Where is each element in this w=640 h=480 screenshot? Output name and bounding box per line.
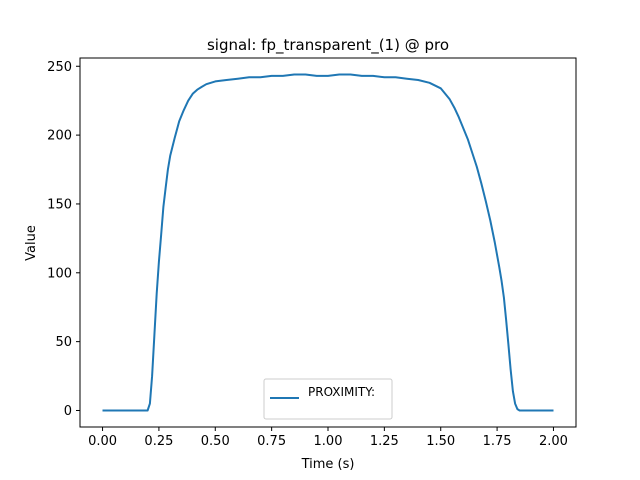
y-tick-label: 50 <box>55 335 72 350</box>
plot-area: 0.00 0.25 0.50 0.75 1.00 1.25 1.50 1.75 2.00 0 50 1… <box>47 57 577 449</box>
series-line-proximity <box>102 73 554 412</box>
y-tick-label: 150 <box>47 197 72 212</box>
legend: PROXIMITY: <box>263 378 393 420</box>
y-axis-label: Value <box>24 225 39 261</box>
x-tick-label: 0.25 <box>144 434 173 449</box>
x-tick-label: 0.50 <box>201 434 230 449</box>
x-tick-label: 0.75 <box>257 434 286 449</box>
x-tick-label: 2.00 <box>539 434 568 449</box>
legend-frame <box>263 378 393 420</box>
chart-title: signal: fp_transparent_(1) @ pro <box>207 36 449 55</box>
x-tick-label: 1.25 <box>370 434 399 449</box>
x-tick-label: 1.00 <box>314 434 343 449</box>
y-tick-label: 250 <box>47 60 72 75</box>
x-tick-label: 0.00 <box>88 434 117 449</box>
x-tick-label: 1.50 <box>426 434 455 449</box>
y-tick-label: 200 <box>47 129 72 144</box>
axes-frame <box>79 57 577 428</box>
x-tick-label: 1.75 <box>483 434 512 449</box>
y-tick-label: 100 <box>47 266 72 281</box>
y-tick-label: 0 <box>64 404 72 419</box>
legend-label-proximity: PROXIMITY: <box>308 385 375 399</box>
x-axis-label: Time (s) <box>301 457 355 472</box>
